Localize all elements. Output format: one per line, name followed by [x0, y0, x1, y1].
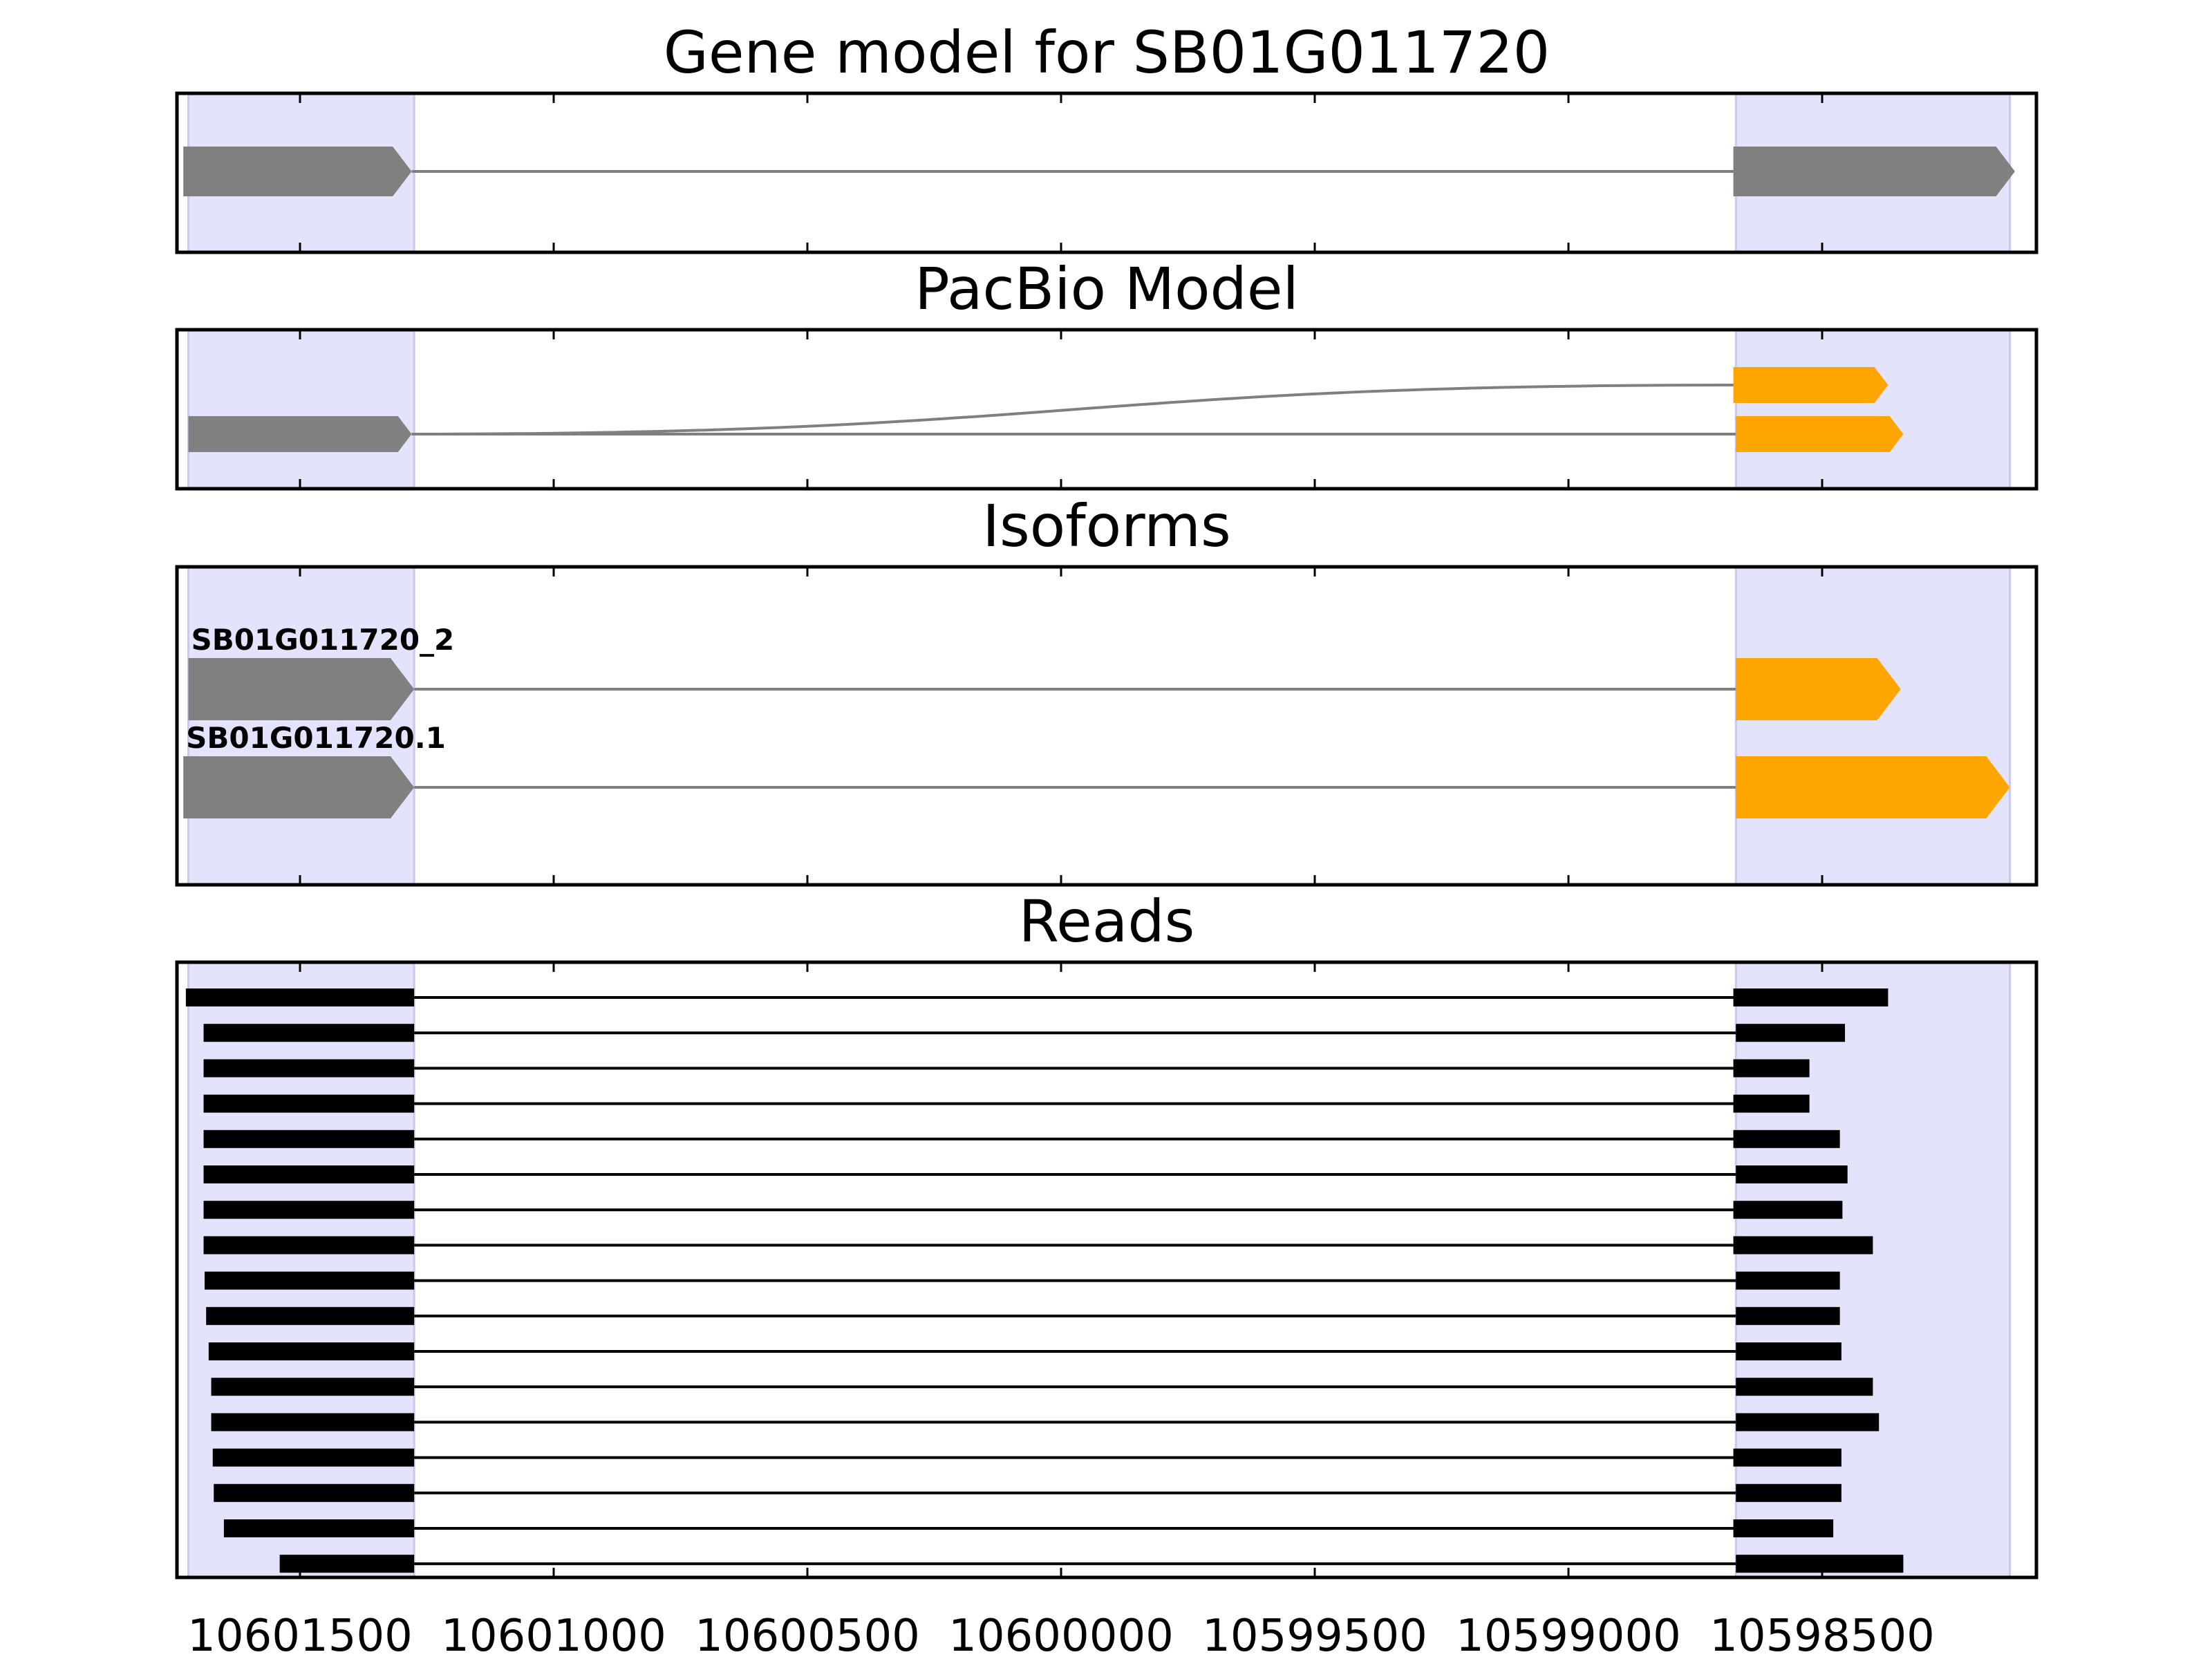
- read-exon-left: [205, 1271, 415, 1290]
- read-track: [206, 1306, 1840, 1325]
- read-exon-right: [1736, 1483, 1841, 1502]
- panel-frame: [175, 565, 2038, 887]
- read-track: [185, 988, 1888, 1006]
- panel-frame: [175, 328, 2038, 491]
- x-tick-label: 10599000: [1456, 1611, 1681, 1659]
- panels: Gene model for SB01G011720 PacBio Model Is…: [175, 19, 2038, 1659]
- read-exon-left: [223, 1519, 415, 1537]
- read-exon-left: [211, 1378, 415, 1396]
- read-exon-right: [1736, 1555, 1904, 1573]
- read-exon-right: [1733, 1130, 1840, 1148]
- read-exon-left: [211, 1413, 415, 1432]
- exon-region-shade: [187, 328, 415, 490]
- read-exon-right: [1736, 1165, 1848, 1183]
- panel-frame: [175, 960, 2038, 1580]
- x-tick-label: 10599500: [1202, 1611, 1427, 1659]
- first-exon: [188, 416, 412, 452]
- panel-title: Isoforms: [982, 492, 1231, 560]
- read-track: [211, 1378, 1873, 1396]
- x-axis-tick-labels: 10601500 10601000 10600500 10600000 10599500…: [187, 1611, 1935, 1659]
- last-exon: [1736, 658, 1901, 720]
- transcript-track: [188, 416, 1904, 452]
- read-track: [203, 1236, 1873, 1255]
- exon-region-shade: [1734, 328, 2012, 490]
- read-exon-right: [1736, 1271, 1840, 1290]
- read-track: [205, 1271, 1840, 1290]
- isoform-label: SB01G011720_2: [191, 623, 455, 657]
- transcript-track: [411, 367, 1888, 435]
- read-track: [223, 1519, 1834, 1537]
- exon-region-shade: [1734, 565, 2012, 886]
- last-exon: [1733, 367, 1888, 403]
- read-exon-left: [214, 1483, 415, 1502]
- last-exon: [1736, 416, 1904, 452]
- transcript-track: SB01G011720_2: [188, 623, 1901, 720]
- panel-pacbio-model: PacBio Model: [175, 255, 2038, 491]
- read-exon-right: [1733, 1448, 1841, 1467]
- read-exon-left: [203, 1059, 415, 1078]
- x-tick-label: 10600500: [695, 1611, 920, 1659]
- x-tick-label: 10598500: [1709, 1611, 1935, 1659]
- transcript-track: [183, 147, 2015, 196]
- read-track: [208, 1342, 1841, 1360]
- read-track: [203, 1130, 1840, 1148]
- intron-line: [411, 384, 1734, 435]
- read-exon-left: [206, 1306, 415, 1325]
- read-exon-right: [1736, 1342, 1841, 1360]
- first-exon: [188, 658, 415, 720]
- read-exon-left: [203, 1236, 415, 1255]
- read-track: [203, 1059, 1810, 1078]
- read-exon-right: [1733, 1519, 1834, 1537]
- read-exon-right: [1733, 988, 1888, 1006]
- read-track: [203, 1024, 1846, 1042]
- read-exon-left: [203, 1201, 415, 1219]
- read-exon-left: [203, 1024, 415, 1042]
- panel-reads: Reads: [175, 888, 2038, 1580]
- read-exon-right: [1736, 1024, 1846, 1042]
- read-track: [211, 1413, 1880, 1432]
- panel-gene-model: Gene model for SB01G011720: [175, 19, 2038, 254]
- panel-frame: [175, 91, 2038, 254]
- exon-region-shade: [187, 565, 415, 886]
- read-track: [203, 1165, 1848, 1183]
- read-track: [214, 1483, 1841, 1502]
- read-exon-right: [1736, 1413, 1880, 1432]
- read-exon-left: [203, 1094, 415, 1113]
- isoform-label: SB01G011720.1: [186, 721, 446, 755]
- read-exon-right: [1733, 1236, 1873, 1255]
- first-exon: [183, 756, 415, 818]
- panel-title: Gene model for SB01G011720: [664, 19, 1550, 86]
- read-exon-left: [279, 1555, 415, 1573]
- read-track: [203, 1201, 1843, 1219]
- read-exon-left: [185, 988, 415, 1006]
- read-exon-right: [1733, 1094, 1810, 1113]
- read-exon-left: [203, 1165, 415, 1183]
- read-exon-left: [203, 1130, 415, 1148]
- read-exon-right: [1736, 1378, 1873, 1396]
- read-track: [203, 1094, 1810, 1113]
- first-exon: [183, 147, 412, 196]
- read-exon-left: [212, 1448, 415, 1467]
- read-exon-right: [1733, 1201, 1843, 1219]
- last-exon: [1733, 147, 2015, 196]
- x-tick-label: 10601500: [187, 1611, 413, 1659]
- panel-isoforms: Isoforms SB01G011720_2 SB01G011720.1: [175, 492, 2038, 887]
- last-exon: [1736, 756, 2010, 818]
- read-exon-left: [208, 1342, 415, 1360]
- x-tick-label: 10600000: [948, 1611, 1174, 1659]
- x-tick-label: 10601000: [441, 1611, 666, 1659]
- read-track: [279, 1555, 1904, 1573]
- read-exon-right: [1733, 1059, 1810, 1078]
- panel-title: Reads: [1019, 888, 1195, 955]
- read-exon-right: [1736, 1306, 1840, 1325]
- panel-title: PacBio Model: [915, 255, 1299, 323]
- transcript-track: SB01G011720.1: [183, 721, 2010, 818]
- read-track: [212, 1448, 1841, 1467]
